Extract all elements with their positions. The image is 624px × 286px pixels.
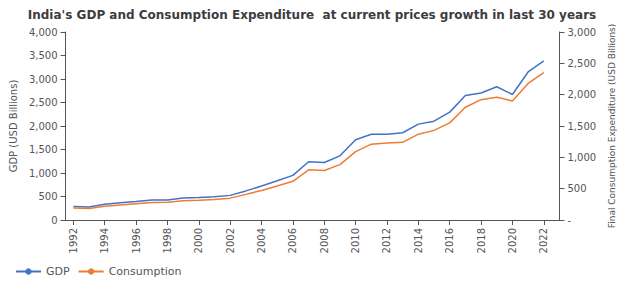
svg-text:2006: 2006 [287, 228, 298, 253]
svg-text:2,500: 2,500 [29, 97, 58, 108]
svg-text:500: 500 [567, 183, 586, 194]
svg-text:2018: 2018 [476, 228, 487, 253]
svg-text:India's GDP and Consumption Ex: India's GDP and Consumption Expenditure … [28, 8, 596, 22]
svg-text:2010: 2010 [350, 228, 361, 253]
svg-text:2020: 2020 [507, 228, 518, 253]
svg-text:0: 0 [51, 215, 57, 226]
svg-text:2000: 2000 [193, 228, 204, 253]
svg-text:Consumption: Consumption [109, 265, 182, 278]
svg-text:2004: 2004 [256, 228, 267, 253]
svg-text:2014: 2014 [413, 228, 424, 253]
svg-text:1992: 1992 [68, 228, 79, 253]
svg-text:2002: 2002 [225, 228, 236, 253]
svg-text:2016: 2016 [444, 228, 455, 253]
svg-text:1996: 1996 [131, 228, 142, 253]
svg-text:2008: 2008 [319, 228, 330, 253]
svg-text:1994: 1994 [99, 228, 110, 253]
svg-text:1,000: 1,000 [29, 168, 58, 179]
svg-text:4,000: 4,000 [29, 27, 58, 38]
svg-text:-: - [567, 215, 571, 226]
svg-text:3,000: 3,000 [29, 74, 58, 85]
svg-text:1,500: 1,500 [29, 144, 58, 155]
svg-text:3,500: 3,500 [29, 50, 58, 61]
svg-text:3,000: 3,000 [567, 27, 596, 38]
svg-text:2,000: 2,000 [567, 89, 596, 100]
svg-text:2012: 2012 [381, 228, 392, 253]
svg-text:500: 500 [38, 191, 57, 202]
svg-text:Final Consumption Expenditure: Final Consumption Expenditure (USD Billi… [607, 24, 617, 229]
svg-text:2022: 2022 [538, 228, 549, 253]
svg-text:2,000: 2,000 [29, 121, 58, 132]
svg-text:GDP: GDP [46, 265, 70, 278]
svg-text:2,500: 2,500 [567, 58, 596, 69]
svg-text:1,500: 1,500 [567, 121, 596, 132]
svg-text:1998: 1998 [162, 228, 173, 253]
svg-text:GDP (USD Billions): GDP (USD Billions) [8, 80, 19, 173]
svg-text:1,000: 1,000 [567, 152, 596, 163]
